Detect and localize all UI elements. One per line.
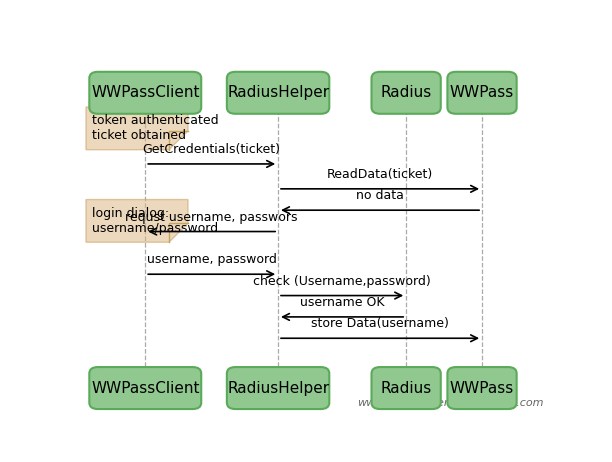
Text: WWPass: WWPass [450, 381, 514, 395]
Text: username, password: username, password [147, 253, 277, 267]
Text: store Data(username): store Data(username) [311, 317, 449, 330]
Text: check (Username,password): check (Username,password) [253, 275, 431, 288]
Text: username OK: username OK [300, 296, 384, 309]
Text: token authenticated
ticket obtained: token authenticated ticket obtained [92, 115, 218, 142]
Text: www.websequencediagrams.com: www.websequencediagrams.com [357, 398, 543, 407]
Text: GetCredentials(ticket): GetCredentials(ticket) [143, 143, 281, 156]
FancyBboxPatch shape [89, 72, 201, 114]
Polygon shape [86, 200, 188, 242]
Text: ReadData(ticket): ReadData(ticket) [327, 168, 433, 181]
Text: no data: no data [356, 189, 404, 202]
FancyBboxPatch shape [89, 367, 201, 409]
Text: Radius: Radius [381, 381, 431, 395]
FancyBboxPatch shape [227, 72, 329, 114]
Text: requst username, passwors: requst username, passwors [125, 211, 298, 224]
Text: RadiusHelper: RadiusHelper [227, 85, 329, 100]
FancyBboxPatch shape [371, 72, 441, 114]
Text: RadiusHelper: RadiusHelper [227, 381, 329, 395]
FancyBboxPatch shape [227, 367, 329, 409]
FancyBboxPatch shape [371, 367, 441, 409]
Polygon shape [86, 107, 188, 150]
FancyBboxPatch shape [447, 367, 517, 409]
Text: WWPass: WWPass [450, 85, 514, 100]
FancyBboxPatch shape [447, 72, 517, 114]
Text: WWPassClient: WWPassClient [91, 381, 200, 395]
Text: Radius: Radius [381, 85, 431, 100]
Text: WWPassClient: WWPassClient [91, 85, 200, 100]
Text: login dialog:
username/password: login dialog: username/password [92, 207, 218, 235]
